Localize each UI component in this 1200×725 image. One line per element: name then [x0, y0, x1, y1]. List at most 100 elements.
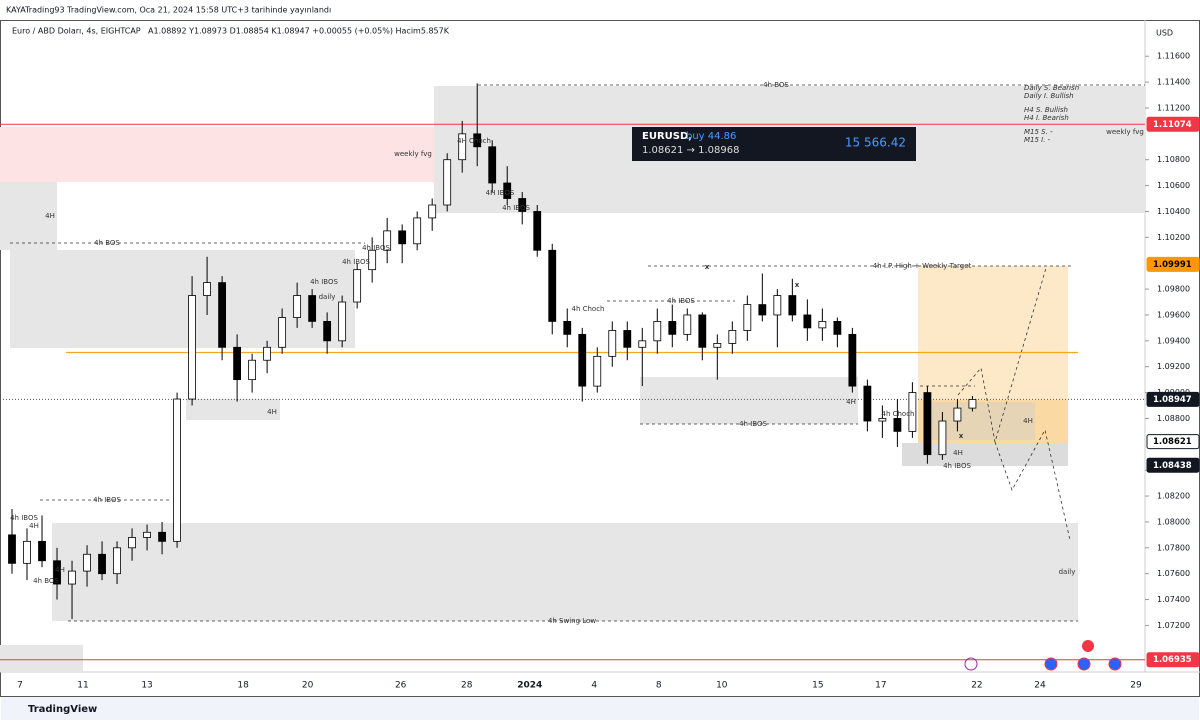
candle-body [773, 295, 782, 316]
annotation: 4h IBOS [943, 462, 971, 470]
candle-body [218, 282, 226, 348]
y-tick-label: 1.10600 [1157, 181, 1190, 190]
annotation: 4h BOS [94, 239, 120, 247]
y-tick-label: 1.09400 [1157, 336, 1190, 345]
annotation: 4h Swing Low [548, 617, 596, 625]
annotation: x [959, 432, 964, 440]
candle-body [278, 317, 287, 348]
candle-body [353, 269, 362, 303]
candle-body [83, 553, 91, 572]
annotation: 4H [267, 408, 277, 416]
footer [1, 697, 1199, 720]
annotation: 4h Choch [881, 410, 914, 418]
note: Daily I. Bullish [1024, 92, 1074, 100]
candle-body [698, 314, 707, 348]
annotation: 4H [1023, 417, 1033, 425]
candle-body [263, 346, 272, 361]
icon [1044, 657, 1058, 671]
y-tick-label: 1.10400 [1157, 207, 1190, 216]
candle-body [848, 333, 857, 387]
price-label-bg [1146, 434, 1200, 450]
price-label: 1.08621 [1153, 437, 1192, 447]
x-tick-label: 10 [716, 681, 728, 691]
candle-body [248, 359, 257, 381]
projection [994, 428, 1071, 541]
candle-body [968, 399, 977, 409]
candle-body [863, 385, 872, 422]
annotation: 4H [29, 522, 39, 530]
x-tick-label: 17 [875, 681, 886, 691]
y-tick-label: 1.11200 [1157, 103, 1190, 112]
x-tick-label: 22 [971, 681, 982, 691]
candle-body [173, 398, 181, 542]
candle-body [293, 295, 302, 318]
candle-body [38, 540, 46, 562]
annotation: 4H Choch [457, 137, 491, 145]
annotation: 4H [55, 566, 65, 574]
candle-body [398, 230, 407, 245]
annotation: 4h BOS [763, 81, 789, 89]
x-tick-label: 24 [1034, 681, 1046, 691]
candle-body [833, 321, 842, 335]
candle-body [128, 537, 136, 549]
annotation: 4h I.P. High + Weekly Target [873, 262, 972, 270]
candle-body [908, 392, 917, 432]
x-tick-label: 28 [461, 681, 473, 691]
zone [0, 182, 57, 250]
annotation: daily [1059, 568, 1076, 576]
candle-body [203, 282, 211, 296]
candle-body [728, 330, 737, 344]
annotation: 4h IBOS [667, 297, 695, 305]
zone [640, 377, 858, 424]
x-tick-label: 20 [302, 681, 314, 691]
y-tick-label: 1.11600 [1157, 52, 1190, 61]
candle-body [593, 355, 602, 387]
candle-body [443, 159, 452, 206]
y-tick-label: 1.09600 [1157, 310, 1190, 319]
price-label: 1.08947 [1153, 395, 1192, 405]
position-prices: 1.08621 → 1.08968 [642, 145, 739, 156]
candle-body [473, 133, 482, 148]
candle-body [383, 230, 392, 251]
candle-body [623, 330, 632, 348]
candle-body [548, 249, 557, 322]
annotation: 4h IBOS [310, 278, 338, 286]
x-tick-label: 4 [591, 681, 597, 691]
annotation: 4H [45, 212, 55, 220]
candle-body [113, 547, 121, 575]
projection [957, 267, 1047, 443]
price-label-bg [1146, 652, 1200, 668]
zone [186, 399, 280, 420]
annotation: 4h IBOS [739, 420, 767, 428]
x-tick-label: 8 [656, 681, 662, 691]
price-label-bg [1146, 391, 1200, 407]
y-tick-label: 1.11400 [1157, 78, 1190, 87]
fvg-zone [0, 127, 434, 182]
candle-body [338, 301, 347, 342]
note: M15 I. - [1024, 136, 1051, 144]
candle-body [668, 321, 677, 335]
publisher: KAYATrading93 TradingView.com, Oca 21, 2… [6, 6, 331, 15]
annotation: daily [319, 293, 336, 301]
candle-body [503, 182, 512, 199]
y-tick-label: 1.10200 [1157, 233, 1190, 242]
x-tick-label: 29 [1130, 681, 1142, 691]
candle-body [938, 420, 947, 456]
price-label-bg [1146, 256, 1200, 272]
annotation: 4h IBOS [342, 258, 370, 266]
candle-body [488, 146, 497, 184]
zone [10, 250, 355, 348]
dashed-lines [10, 84, 1145, 622]
candle-body [308, 295, 317, 322]
candle-body [143, 531, 151, 538]
event-icons [964, 640, 1122, 671]
candle-body [188, 295, 196, 400]
candle-body [878, 418, 887, 422]
y-tick-label: 1.07800 [1157, 543, 1190, 552]
annotation: weekly fvg [394, 150, 432, 158]
annotation: weekly fvg [1106, 128, 1144, 136]
x-tick-label: 15 [812, 681, 823, 691]
note: M15 S. - [1024, 128, 1053, 136]
x-tick-label: 13 [141, 681, 152, 691]
candle-body [413, 217, 422, 245]
